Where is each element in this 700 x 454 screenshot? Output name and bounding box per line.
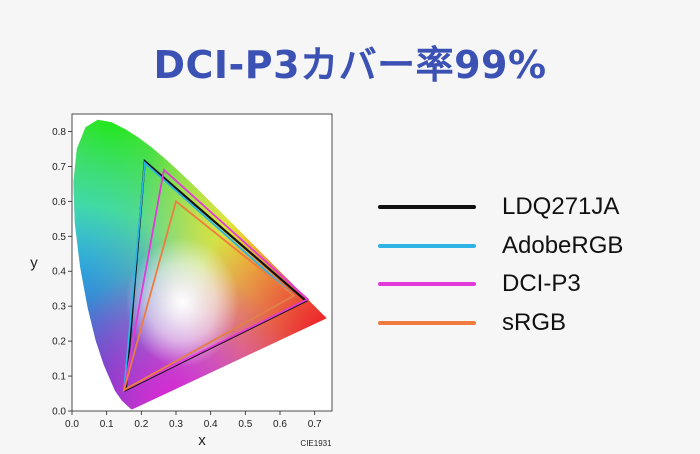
legend-label: AdobeRGB bbox=[502, 231, 624, 259]
y-tick-label: 0.3 bbox=[52, 302, 66, 313]
legend-label: DCI-P3 bbox=[502, 270, 581, 297]
legend-item-adobergb: AdobeRGB bbox=[378, 231, 678, 274]
legend-swatch bbox=[378, 282, 476, 286]
cie-source-label: CIE1931 bbox=[300, 439, 332, 448]
y-tick-label: 0.8 bbox=[52, 127, 66, 138]
legend: LDQ271JA AdobeRGB DCI-P3 sRGB bbox=[378, 193, 678, 351]
legend-swatch bbox=[378, 243, 476, 248]
legend-swatch bbox=[378, 205, 476, 209]
x-axis-label: x bbox=[198, 432, 206, 449]
y-tick-label: 0.2 bbox=[52, 337, 66, 348]
gamut-srgb bbox=[122, 199, 296, 392]
x-tick-label: 0.7 bbox=[308, 419, 322, 430]
legend-swatch bbox=[378, 320, 476, 325]
y-tick-label: 0.4 bbox=[52, 267, 66, 278]
legend-label: sRGB bbox=[502, 308, 567, 336]
legend-item-dci-p3: DCI-P3 bbox=[378, 270, 678, 312]
y-tick-label: 0.6 bbox=[52, 197, 66, 208]
y-tick-label: 0.0 bbox=[52, 407, 66, 418]
x-tick-label: 0.6 bbox=[273, 419, 287, 430]
x-tick-label: 0.2 bbox=[134, 419, 148, 430]
gamut-triangles bbox=[122, 158, 310, 392]
y-tick-label: 0.7 bbox=[52, 162, 66, 173]
x-tick-label: 0.0 bbox=[65, 419, 79, 430]
y-tick-label: 0.1 bbox=[52, 372, 66, 383]
x-tick-label: 0.3 bbox=[169, 419, 183, 430]
page-title: DCI-P3カバー率99% bbox=[153, 43, 547, 87]
y-axis-label: y bbox=[30, 255, 38, 272]
x-tick-label: 0.4 bbox=[204, 419, 218, 430]
legend-item-ldq271ja: LDQ271JA bbox=[378, 193, 678, 235]
x-tick-label: 0.1 bbox=[100, 419, 114, 430]
legend-label: LDQ271JA bbox=[502, 193, 620, 220]
axes: 0.0 0.1 0.2 0.3 0.4 0.5 0.6 0.7 0.0 0.1 0.2 0.3 0.4 0… bbox=[52, 127, 322, 430]
y-tick-label: 0.5 bbox=[52, 232, 66, 243]
gamut-dci-p3 bbox=[122, 168, 310, 392]
x-tick-label: 0.5 bbox=[238, 419, 252, 430]
legend-item-srgb: sRGB bbox=[378, 308, 678, 351]
